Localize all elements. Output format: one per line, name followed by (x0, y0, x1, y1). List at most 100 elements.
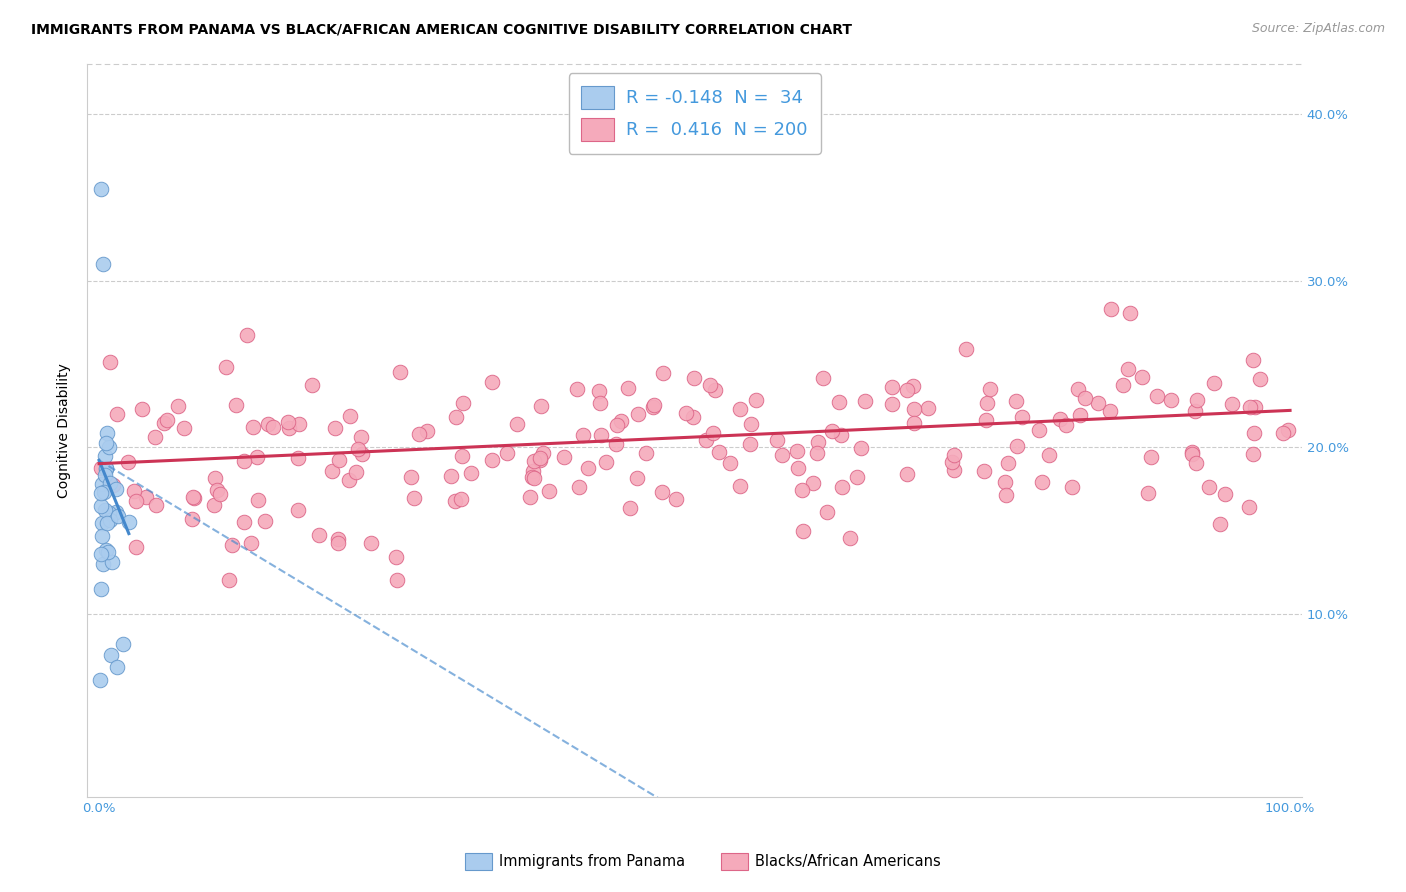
Point (506, 417, 529, 431)
Point (728, 479, 751, 493)
Point (91, 257, 114, 271)
Point (344, 465, 367, 479)
Point (221, 538, 243, 552)
Point (143, 429, 166, 443)
Point (90, 486, 112, 500)
Point (93, 503, 115, 517)
Point (450, 449, 472, 463)
Point (1031, 475, 1053, 490)
Point (979, 382, 1001, 396)
Point (262, 420, 284, 434)
Point (643, 398, 665, 412)
Point (766, 434, 789, 448)
Point (1028, 423, 1050, 437)
Point (402, 491, 425, 505)
Point (976, 396, 998, 410)
Point (93, 557, 115, 571)
Point (1184, 456, 1206, 470)
Point (347, 442, 370, 456)
Point (1198, 480, 1220, 494)
Point (145, 499, 167, 513)
Point (626, 471, 648, 485)
Point (942, 462, 965, 476)
Point (287, 450, 309, 465)
Point (682, 409, 704, 424)
Point (1271, 425, 1294, 440)
Point (553, 450, 575, 464)
Point (1049, 412, 1071, 426)
Point (215, 359, 238, 374)
Point (955, 343, 977, 357)
Point (896, 383, 918, 397)
Point (520, 470, 543, 484)
Point (1038, 448, 1060, 462)
Point (1116, 362, 1139, 376)
Point (1184, 403, 1206, 417)
Point (1069, 408, 1091, 422)
Point (792, 524, 814, 538)
Point (903, 401, 925, 416)
Point (105, 407, 128, 421)
Legend: Immigrants from Panama, Blacks/African Americans: Immigrants from Panama, Blacks/African A… (460, 847, 946, 876)
Point (740, 417, 762, 431)
Point (97, 506, 120, 520)
Point (1243, 426, 1265, 441)
Point (181, 490, 204, 504)
Point (446, 409, 468, 424)
Point (523, 471, 546, 485)
Point (675, 406, 697, 420)
Point (111, 636, 134, 650)
Point (440, 469, 463, 483)
Point (107, 509, 129, 524)
Point (531, 446, 554, 460)
Point (576, 461, 599, 475)
Point (831, 480, 853, 494)
Point (246, 450, 269, 464)
Point (627, 407, 650, 421)
Point (101, 555, 124, 569)
Point (1112, 378, 1135, 392)
Point (707, 445, 730, 459)
Point (880, 380, 903, 394)
Point (242, 419, 264, 434)
Point (207, 483, 229, 497)
Point (481, 452, 503, 467)
Point (183, 491, 205, 505)
Point (1249, 372, 1271, 386)
Point (699, 377, 721, 392)
Point (384, 549, 406, 564)
Point (326, 532, 349, 546)
Point (98, 441, 121, 455)
Point (652, 366, 675, 380)
Point (1277, 423, 1299, 437)
Point (90, 582, 112, 596)
Point (523, 454, 546, 468)
Point (93, 485, 115, 500)
Point (1204, 376, 1226, 391)
Point (118, 515, 141, 529)
Point (683, 371, 706, 385)
Point (606, 418, 628, 433)
Point (994, 475, 1017, 489)
Point (811, 371, 834, 385)
Point (770, 448, 793, 462)
Point (278, 421, 301, 435)
Point (1130, 369, 1153, 384)
Point (665, 491, 688, 506)
Point (100, 648, 122, 662)
Point (1087, 396, 1109, 410)
Point (339, 409, 361, 424)
Point (815, 505, 838, 519)
Point (153, 416, 176, 430)
Point (246, 493, 269, 508)
Point (830, 428, 852, 442)
Point (1181, 447, 1204, 461)
Point (838, 531, 860, 545)
Point (1005, 393, 1028, 408)
Point (849, 441, 872, 455)
Point (704, 383, 727, 397)
Point (529, 450, 551, 465)
Point (1140, 450, 1163, 465)
Legend: R = -0.148  N =  34, R =  0.416  N = 200: R = -0.148 N = 34, R = 0.416 N = 200 (568, 73, 821, 153)
Point (105, 482, 128, 496)
